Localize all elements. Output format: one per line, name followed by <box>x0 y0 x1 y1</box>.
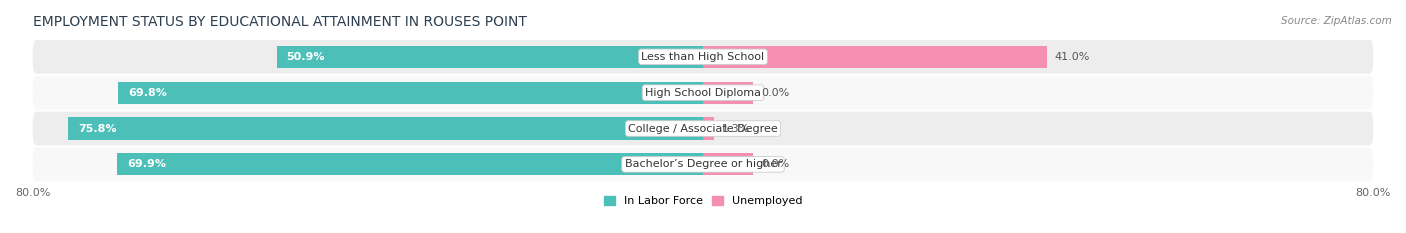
Legend: In Labor Force, Unemployed: In Labor Force, Unemployed <box>599 192 807 211</box>
Text: 0.0%: 0.0% <box>762 159 790 169</box>
Text: 0.0%: 0.0% <box>762 88 790 98</box>
FancyBboxPatch shape <box>32 147 1374 181</box>
Text: 75.8%: 75.8% <box>77 123 117 134</box>
Text: 69.8%: 69.8% <box>128 88 167 98</box>
Bar <box>277 46 703 68</box>
Bar <box>703 82 754 104</box>
Text: 41.0%: 41.0% <box>1054 52 1090 62</box>
Text: Source: ZipAtlas.com: Source: ZipAtlas.com <box>1281 16 1392 26</box>
Bar <box>118 82 703 104</box>
Bar <box>703 153 754 175</box>
Bar <box>67 117 703 140</box>
Text: 69.9%: 69.9% <box>128 159 166 169</box>
Bar <box>703 46 1046 68</box>
Text: High School Diploma: High School Diploma <box>645 88 761 98</box>
FancyBboxPatch shape <box>32 40 1374 74</box>
Text: EMPLOYMENT STATUS BY EDUCATIONAL ATTAINMENT IN ROUSES POINT: EMPLOYMENT STATUS BY EDUCATIONAL ATTAINM… <box>32 15 527 29</box>
Text: 50.9%: 50.9% <box>287 52 325 62</box>
Bar <box>117 153 703 175</box>
Text: College / Associate Degree: College / Associate Degree <box>628 123 778 134</box>
Text: 1.3%: 1.3% <box>723 123 751 134</box>
Text: Less than High School: Less than High School <box>641 52 765 62</box>
FancyBboxPatch shape <box>32 76 1374 110</box>
Text: Bachelor’s Degree or higher: Bachelor’s Degree or higher <box>624 159 782 169</box>
FancyBboxPatch shape <box>32 112 1374 145</box>
Bar <box>703 117 714 140</box>
